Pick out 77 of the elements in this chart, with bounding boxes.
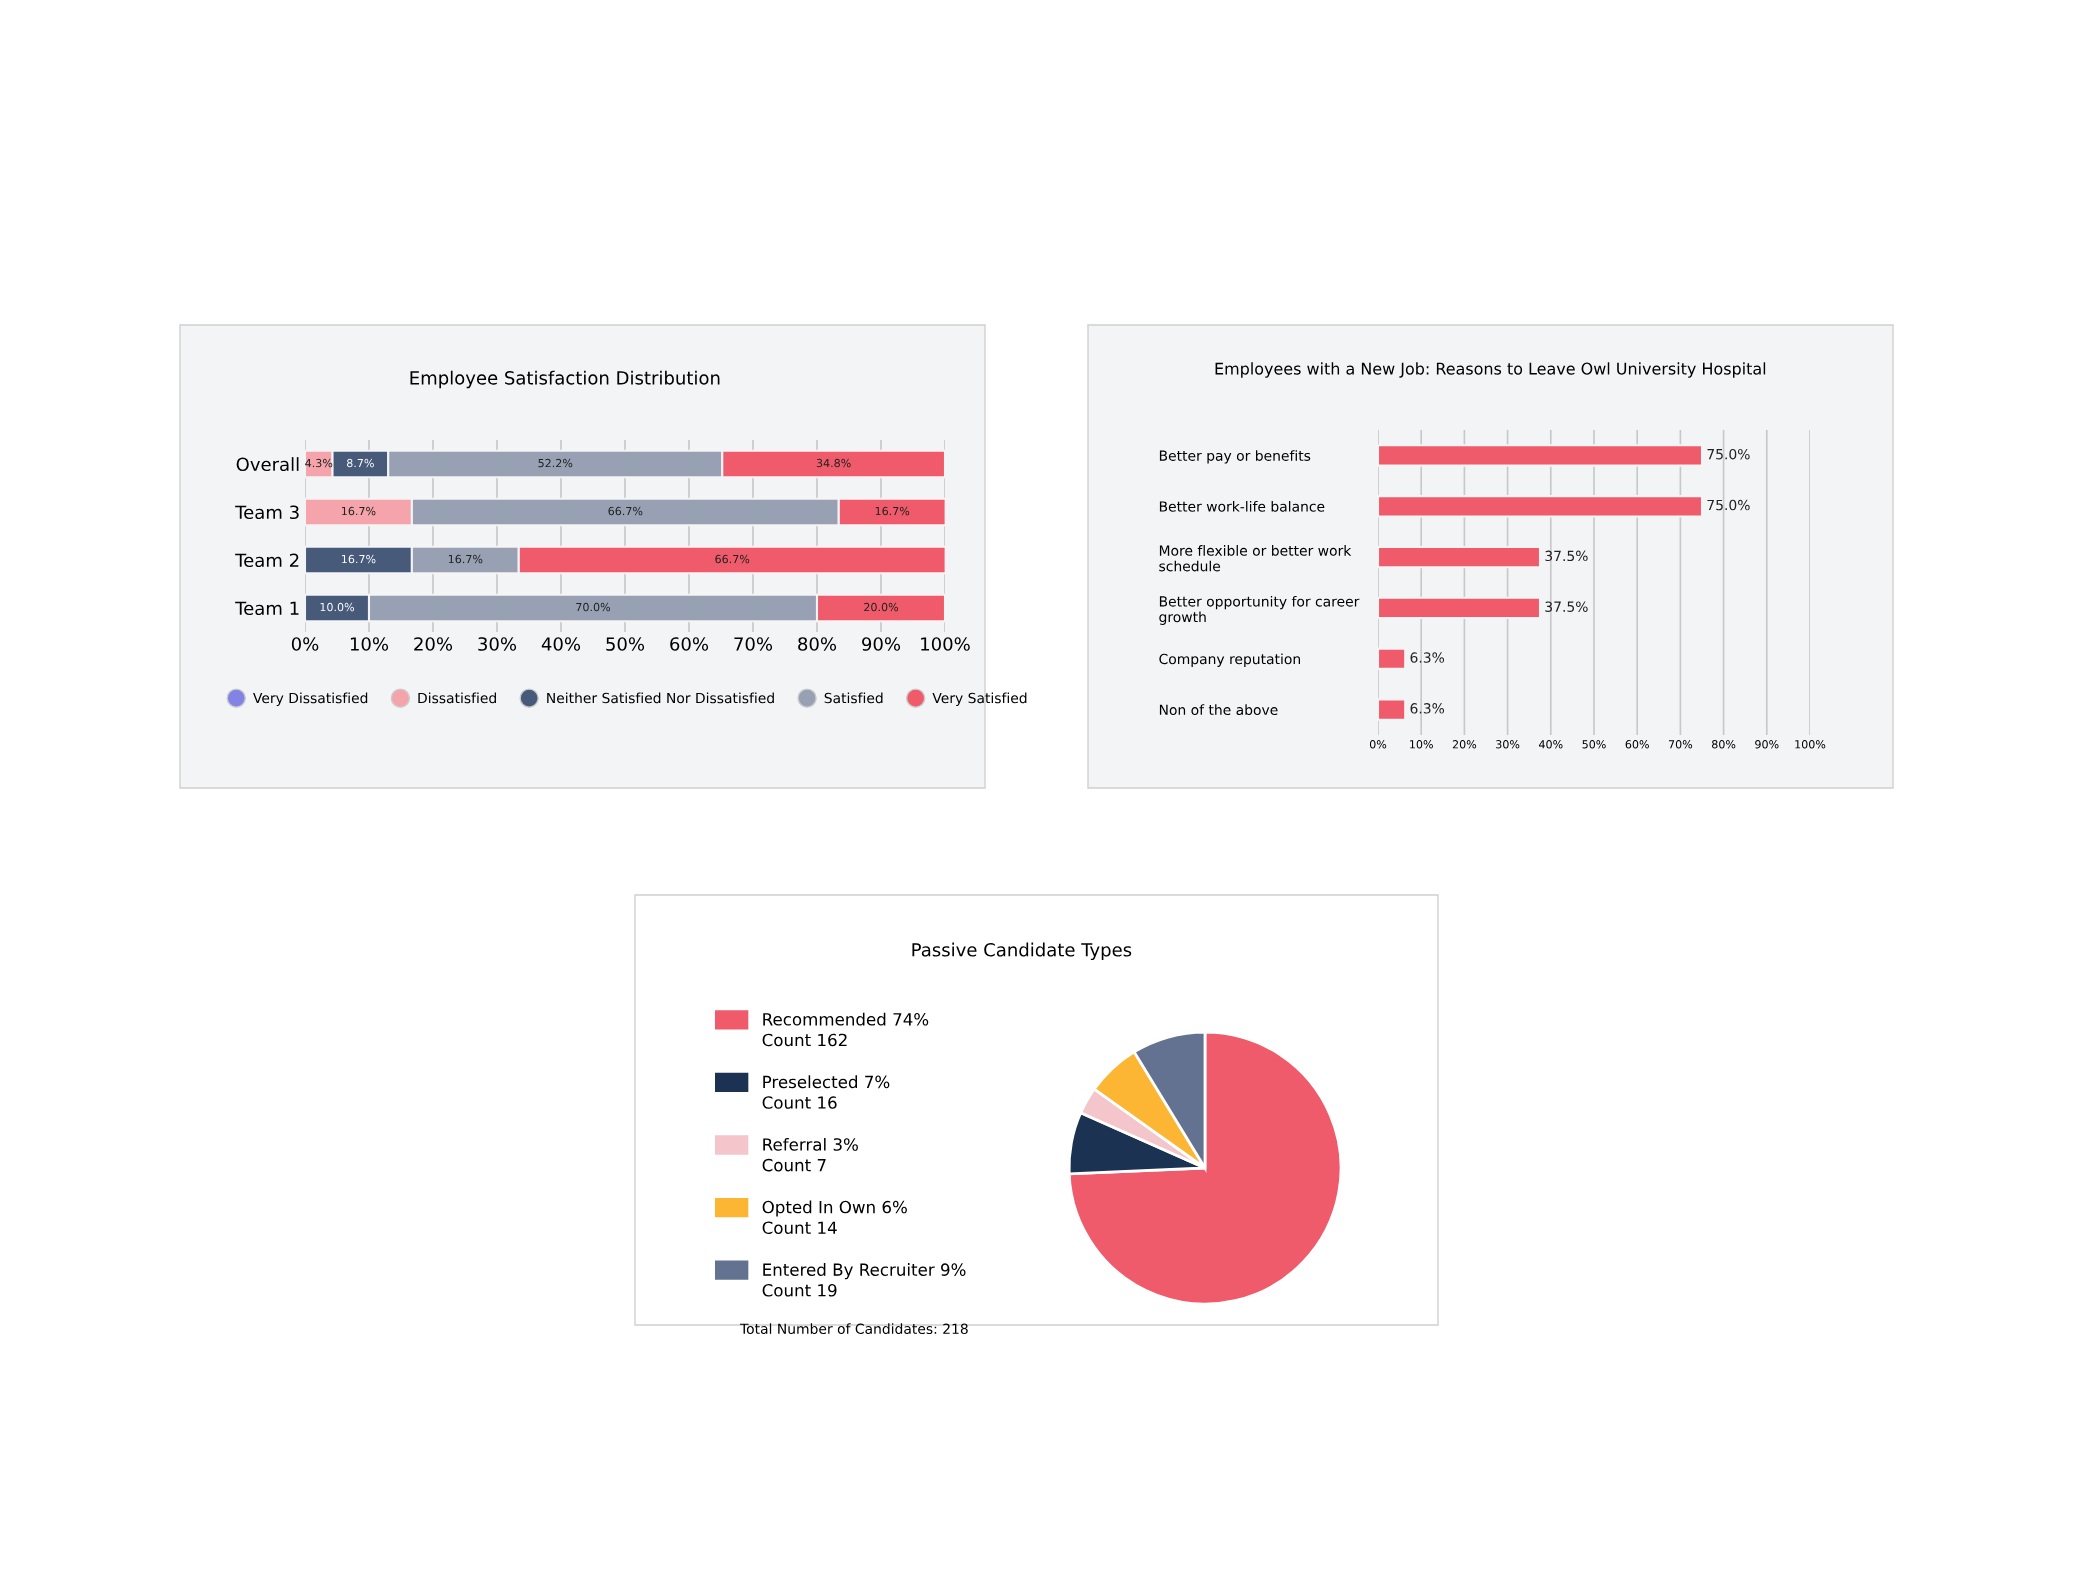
- data-label: 8.7%: [347, 458, 374, 468]
- data-label: 75.0%: [1707, 499, 1750, 511]
- data-label: 37.5%: [1545, 550, 1588, 562]
- x-tick-label: 70%: [734, 637, 773, 651]
- data-label: Count 162: [762, 1033, 847, 1047]
- x-tick-label: 30%: [1496, 740, 1520, 749]
- legend-label: Entered By Recruiter 9%: [763, 1263, 966, 1280]
- data-label: 75.0%: [1707, 448, 1750, 460]
- data-label: 37.5%: [1545, 601, 1588, 612]
- data-label: 16.7%: [342, 554, 376, 564]
- data-label: 16.7%: [342, 506, 376, 516]
- data-label: 20.0%: [864, 602, 899, 612]
- y-tick-label: Team 2: [235, 553, 299, 568]
- bar: [1378, 545, 1542, 569]
- x-tick-label: 40%: [541, 637, 581, 651]
- data-label: 10.0%: [320, 602, 355, 612]
- legend-label: Preselected 7%: [763, 1075, 890, 1089]
- pie-slice: [1067, 1030, 1343, 1306]
- x-tick-label: 20%: [414, 637, 453, 651]
- x-tick-label: 60%: [1625, 740, 1649, 749]
- bar: [1378, 647, 1407, 670]
- data-label: Count 19: [762, 1284, 837, 1297]
- y-tick-label: Non of the above: [1159, 704, 1278, 716]
- data-label: 52.2%: [538, 458, 573, 468]
- data-label: 16.7%: [875, 506, 910, 516]
- data-label: 4.3%: [305, 458, 333, 468]
- chart-title: Employee Satisfaction Distribution: [410, 370, 720, 389]
- legend-label: Neither Satisfied Nor Dissatisfied: [547, 692, 774, 704]
- x-tick-label: 0%: [1369, 740, 1387, 749]
- legend-label: Referral 3%: [763, 1137, 858, 1151]
- y-tick-label: Better pay or benefits: [1159, 450, 1311, 464]
- data-label: 66.7%: [715, 554, 750, 564]
- data-label: 70.0%: [576, 602, 611, 612]
- x-tick-label: 50%: [1582, 740, 1606, 749]
- y-tick-label: Team 3: [235, 505, 299, 520]
- y-tick-label: More flexible or better work schedule: [1159, 545, 1352, 572]
- x-tick-label: 80%: [798, 637, 837, 651]
- legend-label: Dissatisfied: [418, 692, 496, 704]
- y-tick-label: Team 1: [235, 601, 299, 616]
- data-label: 6.3%: [1410, 652, 1445, 663]
- data-label: Count 16: [762, 1096, 837, 1109]
- x-tick-label: 80%: [1712, 740, 1736, 749]
- legend-label: Recommended 74%: [763, 1012, 929, 1026]
- chart-title: Employees with a New Job: Reasons to Leave Owl University Hospital: [1215, 362, 1766, 378]
- data-label: 34.8%: [816, 458, 851, 468]
- text: Total Number of Candidates: 218: [739, 1323, 968, 1335]
- x-tick-label: 0%: [291, 637, 319, 651]
- x-tick-label: 10%: [350, 637, 389, 651]
- y-tick-label: Overall: [236, 457, 299, 472]
- x-tick-label: 50%: [606, 637, 645, 651]
- bar: [1378, 698, 1407, 721]
- x-tick-label: 100%: [1795, 740, 1826, 749]
- chart-title: Passive Candidate Types: [912, 942, 1132, 961]
- x-tick-label: 30%: [478, 637, 517, 651]
- x-tick-label: 10%: [1410, 740, 1433, 749]
- bar: [1378, 495, 1704, 518]
- x-tick-label: 90%: [1755, 740, 1779, 749]
- y-tick-label: Company reputation: [1159, 653, 1300, 667]
- data-label: 6.3%: [1410, 703, 1445, 714]
- x-tick-label: 60%: [670, 637, 709, 651]
- data-label: Count 14: [762, 1221, 837, 1235]
- x-tick-label: 20%: [1452, 740, 1477, 749]
- legend-label: Opted In Own 6%: [762, 1200, 907, 1217]
- x-tick-label: 40%: [1539, 740, 1563, 749]
- x-tick-label: 90%: [862, 637, 901, 651]
- legend-label: Satisfied: [824, 692, 883, 704]
- legend-label: Very Dissatisfied: [253, 692, 368, 706]
- x-tick-label: 70%: [1668, 740, 1693, 749]
- legend-label: Very Satisfied: [932, 692, 1027, 706]
- data-label: Count 7: [762, 1158, 826, 1172]
- data-label: 66.7%: [608, 506, 643, 516]
- data-label: 16.7%: [448, 554, 483, 564]
- y-tick-label: Better opportunity for career growth: [1159, 595, 1360, 625]
- y-tick-label: Better work-life balance: [1159, 500, 1325, 512]
- bar: [1378, 444, 1704, 467]
- bar: [1378, 596, 1542, 620]
- x-tick-label: 100%: [921, 637, 970, 651]
